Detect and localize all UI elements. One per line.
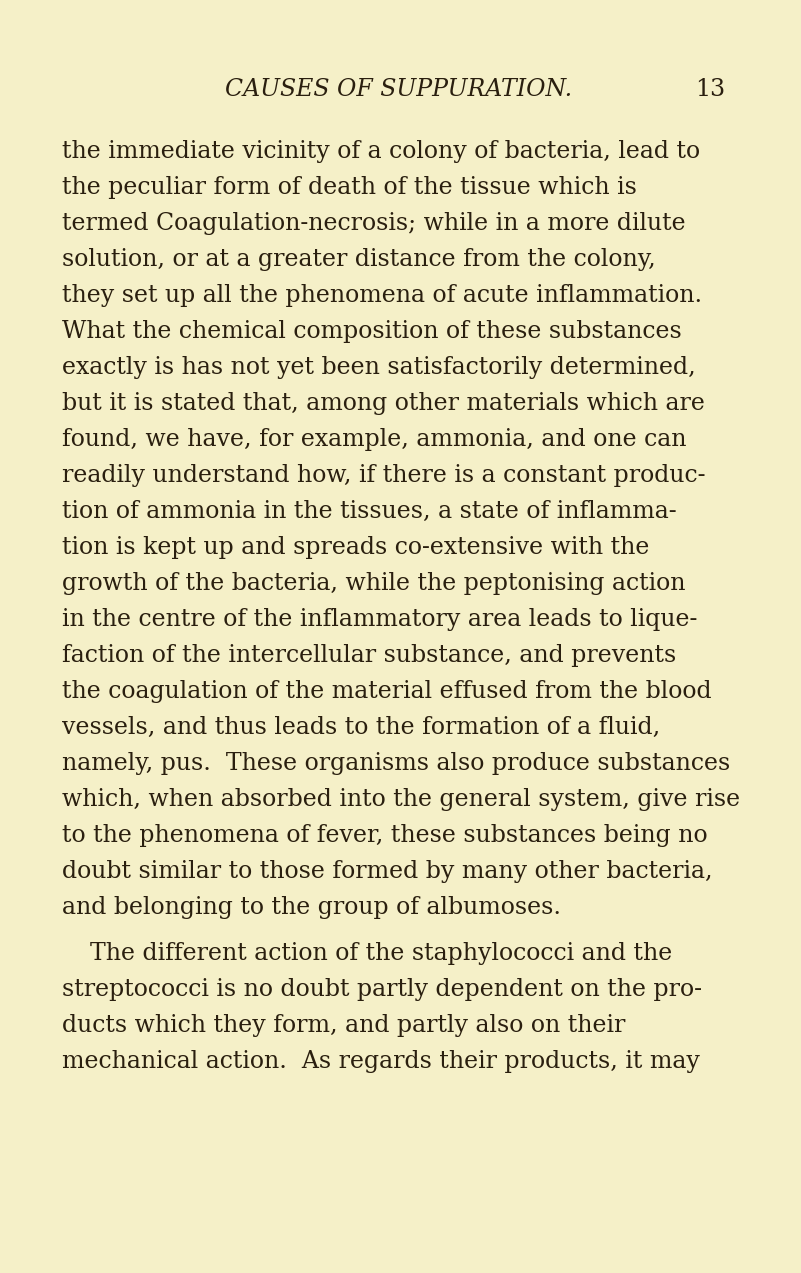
Text: in the centre of the inflammatory area leads to lique-: in the centre of the inflammatory area l… (62, 608, 698, 631)
Text: the peculiar form of death of the tissue which is: the peculiar form of death of the tissue… (62, 176, 637, 199)
Text: the immediate vicinity of a colony of bacteria, lead to: the immediate vicinity of a colony of ba… (62, 140, 700, 163)
Text: they set up all the phenomena of acute inflammation.: they set up all the phenomena of acute i… (62, 284, 702, 307)
Text: 13: 13 (695, 78, 725, 101)
Text: tion is kept up and spreads co-extensive with the: tion is kept up and spreads co-extensive… (62, 536, 650, 559)
Text: streptococci is no doubt partly dependent on the pro-: streptococci is no doubt partly dependen… (62, 978, 702, 1001)
Text: exactly is has not yet been satisfactorily determined,: exactly is has not yet been satisfactori… (62, 356, 696, 379)
Text: CAUSES OF SUPPURATION.: CAUSES OF SUPPURATION. (225, 78, 572, 101)
Text: The different action of the staphylococci and the: The different action of the staphylococc… (90, 942, 672, 965)
Text: namely, pus.  These organisms also produce substances: namely, pus. These organisms also produc… (62, 752, 731, 775)
Text: vessels, and thus leads to the formation of a fluid,: vessels, and thus leads to the formation… (62, 715, 660, 740)
Text: growth of the bacteria, while the peptonising action: growth of the bacteria, while the pepton… (62, 572, 686, 594)
Text: found, we have, for example, ammonia, and one can: found, we have, for example, ammonia, an… (62, 428, 686, 451)
Text: termed Coagulation-necrosis; while in a more dilute: termed Coagulation-necrosis; while in a … (62, 213, 686, 236)
Text: faction of the intercellular substance, and prevents: faction of the intercellular substance, … (62, 644, 676, 667)
Text: but it is stated that, among other materials which are: but it is stated that, among other mater… (62, 392, 705, 415)
Text: which, when absorbed into the general system, give rise: which, when absorbed into the general sy… (62, 788, 740, 811)
Text: to the phenomena of fever, these substances being no: to the phenomena of fever, these substan… (62, 824, 707, 847)
Text: mechanical action.  As regards their products, it may: mechanical action. As regards their prod… (62, 1050, 700, 1073)
Text: doubt similar to those formed by many other bacteria,: doubt similar to those formed by many ot… (62, 861, 713, 883)
Text: solution, or at a greater distance from the colony,: solution, or at a greater distance from … (62, 248, 656, 271)
Text: readily understand how, if there is a constant produc-: readily understand how, if there is a co… (62, 463, 706, 488)
Text: tion of ammonia in the tissues, a state of inflamma-: tion of ammonia in the tissues, a state … (62, 500, 677, 523)
Text: ducts which they form, and partly also on their: ducts which they form, and partly also o… (62, 1015, 626, 1037)
Text: the coagulation of the material effused from the blood: the coagulation of the material effused … (62, 680, 711, 703)
Text: and belonging to the group of albumoses.: and belonging to the group of albumoses. (62, 896, 561, 919)
Text: What the chemical composition of these substances: What the chemical composition of these s… (62, 320, 682, 342)
